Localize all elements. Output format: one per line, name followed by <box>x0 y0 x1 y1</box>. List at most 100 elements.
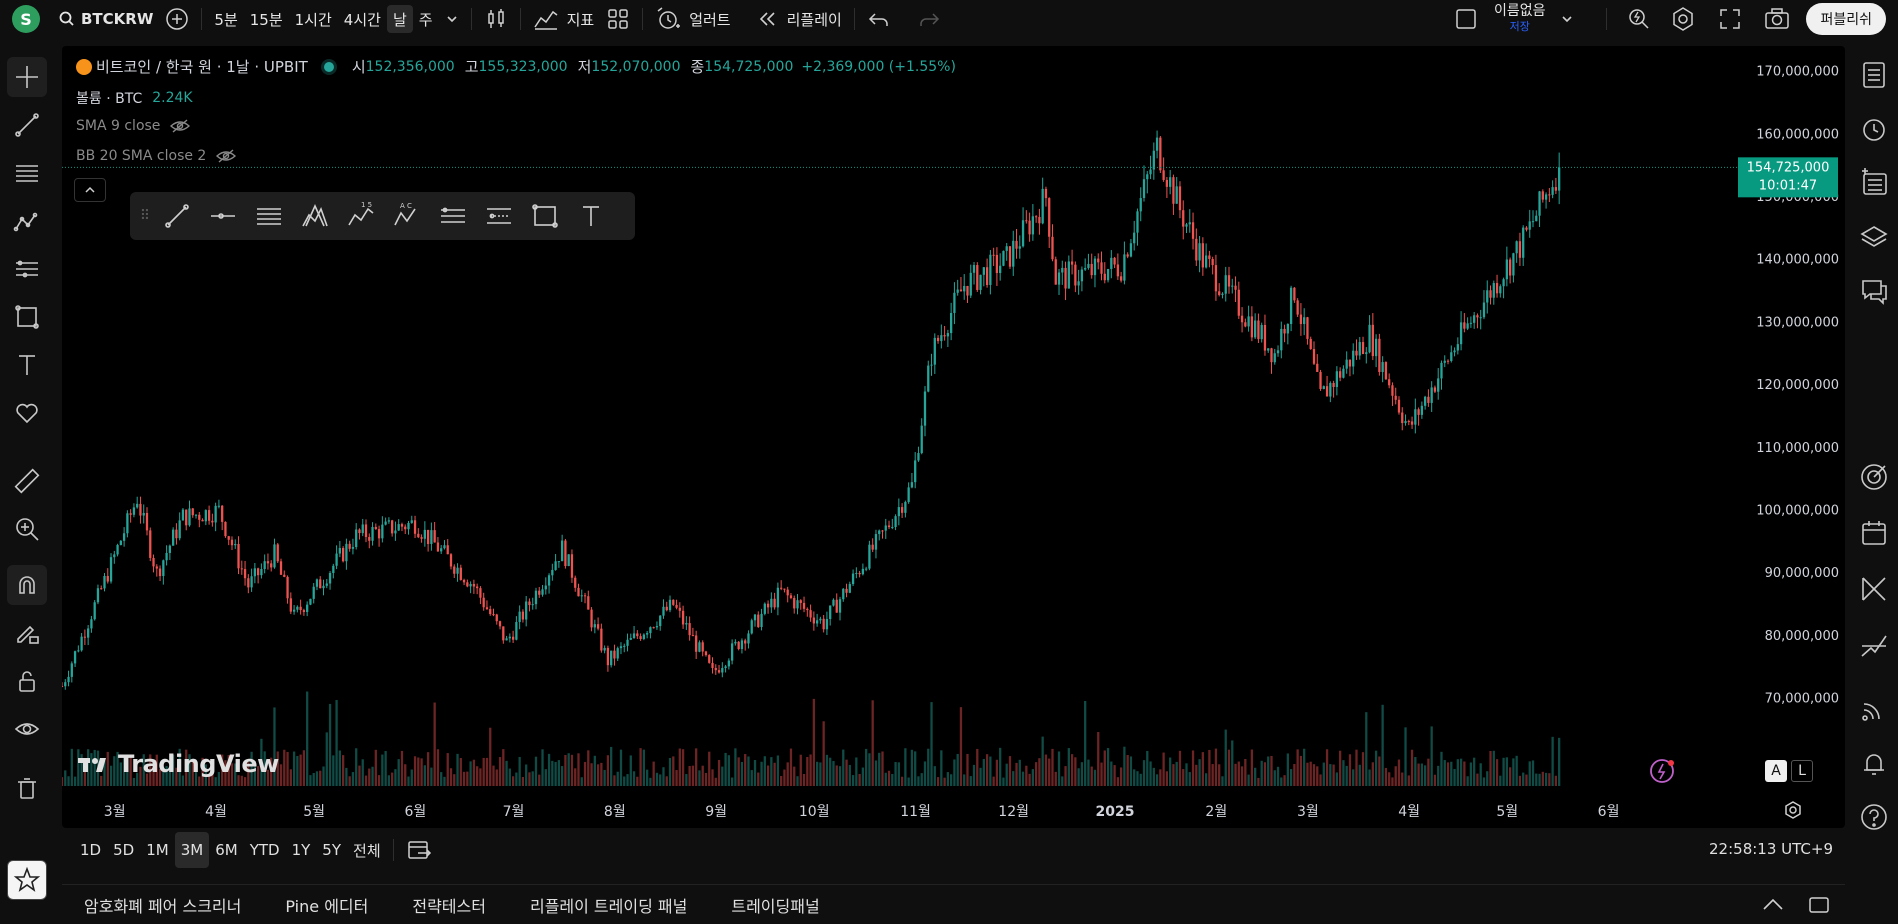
interval-1h[interactable]: 1시간 <box>294 10 332 29</box>
candle-body[interactable] <box>1178 186 1182 211</box>
candle-body[interactable] <box>858 573 861 575</box>
candle-body[interactable] <box>1397 399 1401 413</box>
candle-body[interactable] <box>672 599 675 605</box>
fib-tool[interactable] <box>7 153 47 193</box>
candle-body[interactable] <box>985 267 989 285</box>
candle-body[interactable] <box>897 507 900 517</box>
float-date-range[interactable] <box>476 196 522 236</box>
log-scale-button[interactable]: L <box>1791 760 1813 782</box>
candle-body[interactable] <box>100 588 103 590</box>
candle-body[interactable] <box>1247 316 1250 327</box>
candle-body[interactable] <box>73 651 77 664</box>
candle-body[interactable] <box>1034 216 1038 218</box>
candle-body[interactable] <box>243 569 247 579</box>
candle-body[interactable] <box>835 599 838 613</box>
candle-body[interactable] <box>649 627 652 634</box>
candle-body[interactable] <box>825 618 829 630</box>
candle-body[interactable] <box>332 565 335 574</box>
measure-tool[interactable] <box>7 461 47 501</box>
candle-body[interactable] <box>1172 177 1175 204</box>
candle-body[interactable] <box>904 502 907 513</box>
candle-body[interactable] <box>368 536 371 541</box>
candle-body[interactable] <box>1306 317 1309 339</box>
candle-body[interactable] <box>185 509 188 526</box>
candle-body[interactable] <box>691 635 695 637</box>
price-chart[interactable]: 70,000,000 80,000,000 90,000,000 100,000,00… <box>62 46 1845 828</box>
notifications-button[interactable] <box>1857 746 1891 780</box>
candle-body[interactable] <box>508 636 511 639</box>
candle-body[interactable] <box>740 640 744 650</box>
candle-body[interactable] <box>1244 322 1247 327</box>
candle-body[interactable] <box>917 453 920 461</box>
candle-body[interactable] <box>518 611 521 623</box>
candle-body[interactable] <box>1070 261 1074 265</box>
float-elliott-wave[interactable]: 1 5 <box>338 196 384 236</box>
candle-body[interactable] <box>417 533 420 538</box>
candle-body[interactable] <box>227 536 230 540</box>
candle-body[interactable] <box>126 513 129 534</box>
candle-body[interactable] <box>289 598 292 612</box>
candle-body[interactable] <box>1051 236 1054 260</box>
candle-body[interactable] <box>1084 267 1087 270</box>
stream-button[interactable] <box>1857 692 1891 726</box>
candle-body[interactable] <box>315 579 319 587</box>
candle-body[interactable] <box>1515 241 1518 254</box>
candle-body[interactable] <box>567 554 570 567</box>
candle-body[interactable] <box>296 606 299 610</box>
candle-body[interactable] <box>1048 198 1051 237</box>
shape-tool[interactable] <box>7 297 47 337</box>
hotlists-button[interactable] <box>1857 628 1891 662</box>
candle-body[interactable] <box>744 640 747 644</box>
candle-body[interactable] <box>1093 258 1097 276</box>
float-rectangle[interactable] <box>522 196 568 236</box>
lock-drawings-tool[interactable] <box>7 661 47 701</box>
candle-body[interactable] <box>1263 324 1267 351</box>
candle-body[interactable] <box>1407 421 1410 423</box>
candle-body[interactable] <box>525 601 528 620</box>
candle-body[interactable] <box>136 503 139 508</box>
candle-body[interactable] <box>230 539 234 546</box>
candle-body[interactable] <box>495 614 498 622</box>
tab-strategy-tester[interactable]: 전략테스터 <box>412 896 486 916</box>
candle-body[interactable] <box>1025 220 1028 222</box>
auto-scale-button[interactable]: A <box>1765 760 1787 782</box>
candle-body[interactable] <box>1440 362 1443 379</box>
range-1y[interactable]: 1Y <box>291 841 311 859</box>
candle-body[interactable] <box>381 524 384 539</box>
candle-body[interactable] <box>440 548 443 552</box>
float-trend-line[interactable] <box>154 196 200 236</box>
candle-body[interactable] <box>207 510 211 521</box>
candle-body[interactable] <box>338 547 342 554</box>
candle-body[interactable] <box>1185 224 1188 227</box>
candle-body[interactable] <box>80 636 83 651</box>
candle-body[interactable] <box>1437 378 1440 392</box>
candle-body[interactable] <box>623 645 626 647</box>
candle-body[interactable] <box>809 610 812 618</box>
data-window-button[interactable] <box>1857 572 1891 606</box>
candle-body[interactable] <box>531 604 534 606</box>
candle-body[interactable] <box>188 508 191 526</box>
candle-body[interactable] <box>1106 268 1110 281</box>
candle-body[interactable] <box>1505 259 1509 280</box>
candle-body[interactable] <box>1090 263 1093 276</box>
candle-body[interactable] <box>309 598 312 605</box>
chats-button[interactable] <box>1857 274 1891 308</box>
candle-body[interactable] <box>1110 257 1113 269</box>
candle-body[interactable] <box>1522 227 1525 258</box>
candle-body[interactable] <box>551 569 554 576</box>
candle-body[interactable] <box>1489 290 1492 298</box>
candle-body[interactable] <box>1198 243 1201 261</box>
candle-body[interactable] <box>704 651 708 656</box>
candle-body[interactable] <box>1319 371 1322 389</box>
range-all[interactable]: 전체 <box>353 841 381 860</box>
candle-body[interactable] <box>708 655 711 663</box>
candle-body[interactable] <box>1224 275 1227 294</box>
candle-body[interactable] <box>214 505 217 523</box>
candle-body[interactable] <box>1430 387 1433 403</box>
range-5d[interactable]: 5D <box>113 841 135 859</box>
candle-body[interactable] <box>1548 194 1551 196</box>
candle-body[interactable] <box>544 585 547 590</box>
candle-body[interactable] <box>1417 409 1420 415</box>
candle-body[interactable] <box>1329 382 1332 397</box>
hide-drawings-tool[interactable] <box>7 709 47 749</box>
